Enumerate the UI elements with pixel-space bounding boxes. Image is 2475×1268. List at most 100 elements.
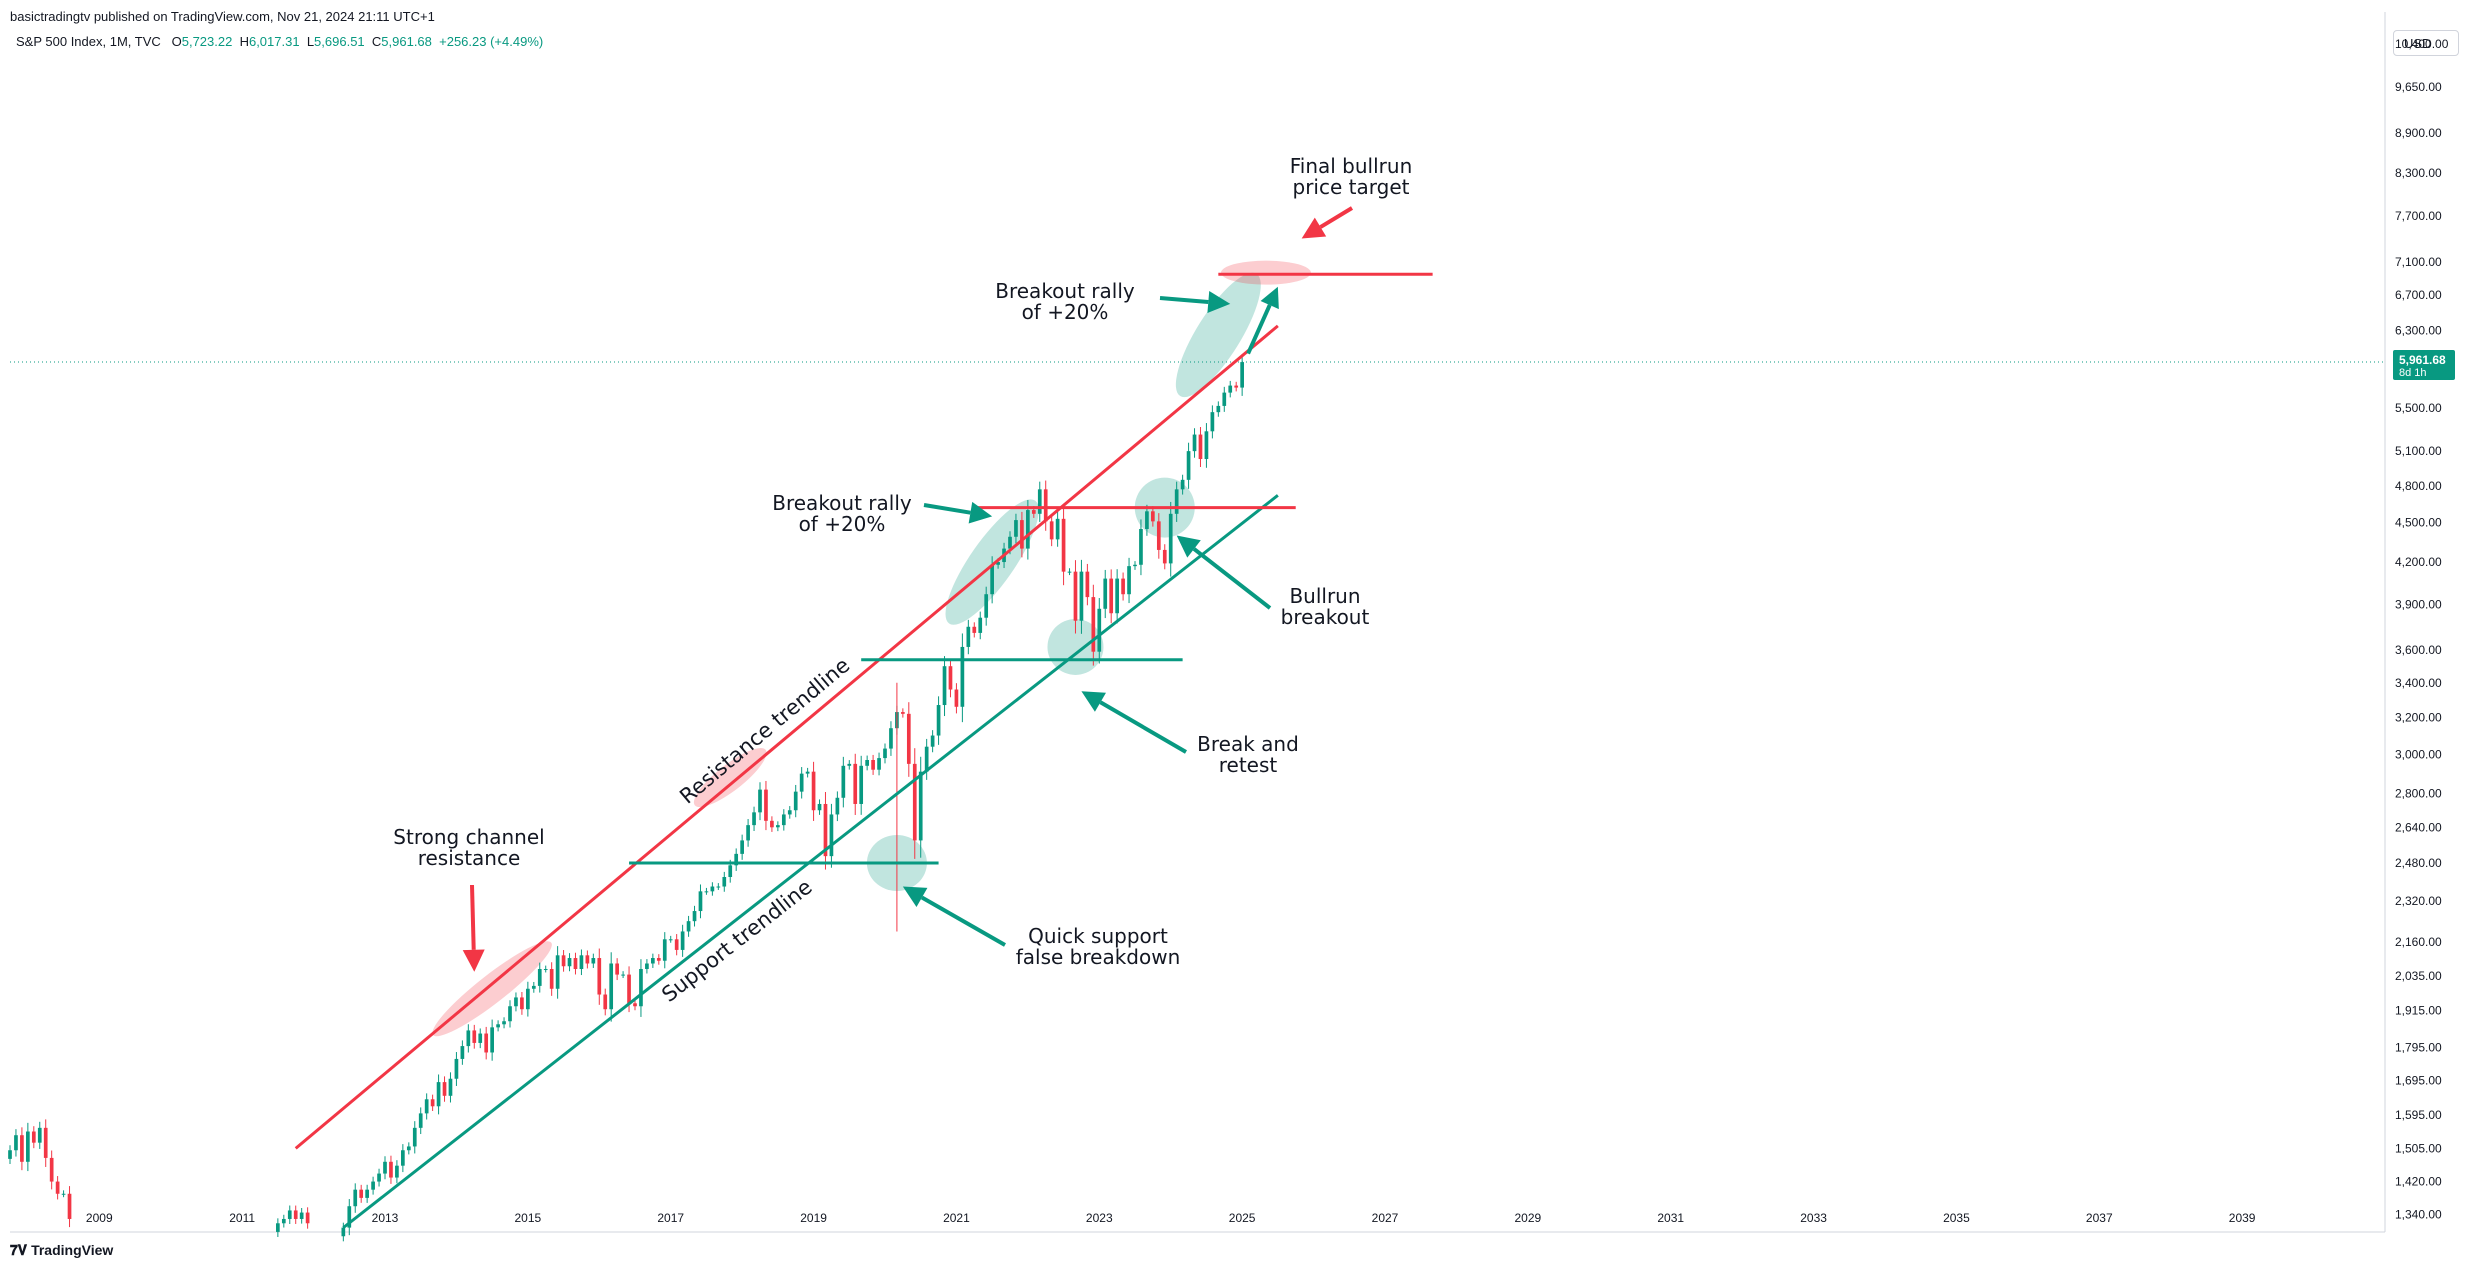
price-tick-label: 2,480.00 (2395, 856, 2442, 870)
annotation-text: resistance (418, 846, 521, 870)
price-tick-label: 3,600.00 (2395, 643, 2442, 657)
candle-body (835, 797, 840, 815)
price-tick-label: 8,900.00 (2395, 126, 2442, 140)
candle-body (61, 1193, 66, 1195)
candle-body (1020, 520, 1024, 549)
time-tick-label: 2025 (1229, 1211, 1256, 1225)
candle-body (662, 939, 667, 961)
annotation-text: price target (1293, 175, 1410, 199)
candle-body (859, 765, 864, 804)
price-tick-label: 8,300.00 (2395, 166, 2442, 180)
candle-body (1031, 510, 1036, 514)
annotation-text: Final bullrun (1290, 154, 1413, 178)
high-label: H (239, 34, 249, 49)
candle-body (1026, 510, 1030, 549)
currency-button[interactable]: USD (2393, 30, 2459, 56)
price-tick-label: 1,695.00 (2395, 1073, 2442, 1087)
annotation-text: Bullrun (1289, 584, 1360, 608)
candle-body (490, 1027, 494, 1053)
candle-body (1014, 520, 1018, 537)
candle-body (43, 1127, 48, 1158)
arrow-head (1260, 286, 1279, 310)
price-tick-label: 3,900.00 (2395, 597, 2442, 611)
arrow-head (968, 501, 993, 524)
candle-body (1079, 571, 1084, 621)
candle-body (883, 748, 887, 759)
candle-body (555, 955, 560, 989)
resistance-touch-highlight (432, 941, 552, 1037)
candle-body (401, 1150, 405, 1166)
candle-body (1139, 529, 1143, 565)
last-price-badge (2393, 349, 2455, 380)
rally-highlight (1175, 272, 1261, 398)
candle-body (1180, 479, 1185, 490)
annotation-text: of +20% (799, 512, 886, 536)
annotation-text: false breakdown (1016, 945, 1181, 969)
candle-body (406, 1146, 411, 1151)
candle-body (276, 1223, 280, 1232)
price-tick-label: 1,595.00 (2395, 1108, 2442, 1122)
arrow-head (462, 949, 485, 972)
candle-body (752, 812, 756, 826)
symbol-label[interactable]: S&P 500 Index, 1M, TVC (16, 34, 161, 49)
candle-body (912, 763, 917, 841)
candle-body (287, 1210, 292, 1219)
high-value: 6,017.31 (248, 34, 300, 49)
candle-body (841, 765, 846, 798)
annotation-text: breakout (1281, 605, 1370, 629)
candle-body (823, 803, 828, 857)
arrow-head (1301, 217, 1327, 239)
close-label: C (371, 34, 382, 49)
annotation-arrow (923, 503, 971, 515)
candle-body (1008, 536, 1012, 549)
open-label: O (171, 34, 182, 49)
candle-body (996, 562, 1000, 565)
candle-body (371, 1181, 375, 1190)
candle-body (948, 666, 953, 690)
arrow-head (1207, 291, 1231, 313)
candle-body (1234, 385, 1239, 388)
time-tick-label: 2037 (2086, 1211, 2113, 1225)
candle-body (26, 1131, 30, 1162)
candle-body (14, 1135, 18, 1151)
price-tick-label: 2,160.00 (2395, 935, 2442, 949)
candle-body (1168, 513, 1173, 564)
candle-body (299, 1212, 304, 1219)
candle-body (674, 939, 679, 950)
candle-body (728, 865, 733, 878)
candle-body (1222, 392, 1227, 406)
candle-body (1198, 434, 1203, 460)
candle-body (430, 1099, 435, 1107)
low-value: 5,696.51 (314, 34, 365, 49)
candle-body (460, 1046, 465, 1059)
price-tick-label: 2,640.00 (2395, 820, 2442, 834)
candle-body (668, 939, 673, 941)
candle-body (395, 1165, 399, 1178)
price-tick-label: 1,340.00 (2395, 1208, 2442, 1222)
candle-body (579, 955, 584, 970)
tradingview-brand[interactable]: 𝟕𝐕 TradingView (10, 1242, 113, 1259)
price-tick-label: 7,100.00 (2395, 255, 2442, 269)
candle-body (1043, 489, 1048, 522)
candle-body (543, 969, 548, 971)
annotation-text: retest (1219, 753, 1278, 777)
candle-body (799, 773, 804, 792)
tv-logo-icon: 𝟕𝐕 (10, 1242, 28, 1258)
price-tick-label: 9,650.00 (2395, 80, 2442, 94)
candle-body (1162, 549, 1167, 564)
candle-body (942, 666, 947, 706)
candle-body (889, 728, 893, 749)
annotation-text: Breakout rally (995, 279, 1135, 303)
candle-body (591, 958, 596, 964)
price-tick-label: 4,500.00 (2395, 516, 2442, 530)
annotation-text: of +20% (1022, 300, 1109, 324)
brand-label: TradingView (31, 1242, 114, 1258)
time-tick-label: 2027 (1372, 1211, 1399, 1225)
candle-body (651, 958, 655, 964)
candle-body (531, 985, 536, 989)
time-tick-label: 2023 (1086, 1211, 1113, 1225)
candle-body (686, 921, 691, 932)
price-tick-label: 1,420.00 (2395, 1175, 2442, 1189)
candle-body (353, 1189, 358, 1207)
